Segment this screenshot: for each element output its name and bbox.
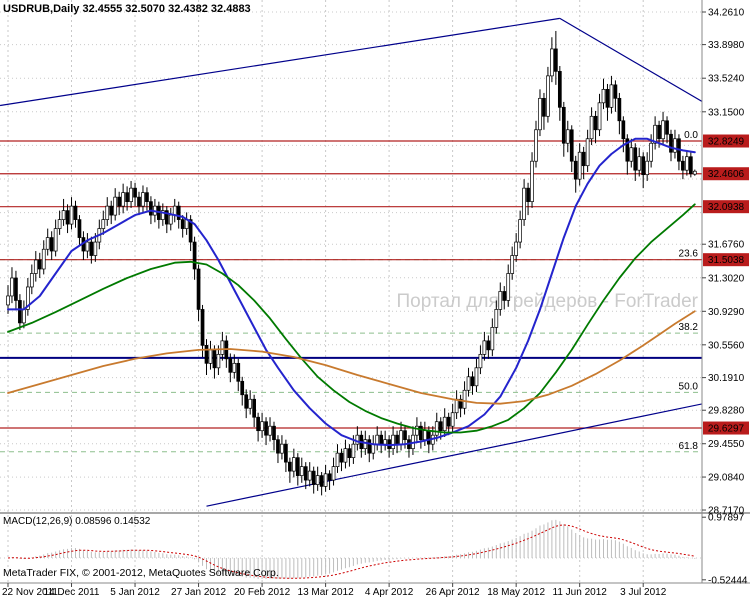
- time-axis-label: 27 Jan 2012: [171, 587, 226, 598]
- candles-layer: [6, 30, 697, 496]
- price-axis-label: 30.1910: [708, 373, 745, 384]
- ma-slow-line[interactable]: [7, 310, 696, 405]
- time-axis-label: 11 Jun 2012: [553, 587, 608, 598]
- time-axis-label: 3 Jul 2012: [620, 587, 667, 598]
- price-line-badge: [703, 134, 749, 148]
- price-line-badge-value: 29.6297: [708, 424, 745, 435]
- price-axis-label: 30.5560: [708, 340, 745, 351]
- time-axis-label: 22 Nov 2011: [2, 587, 58, 598]
- time-axis-label: 4 Apr 2012: [365, 587, 414, 598]
- macd-pane: [0, 519, 702, 580]
- macd-axis-min-label: -0.52444: [708, 575, 748, 586]
- time-axis-label: 26 Apr 2012: [426, 587, 480, 598]
- time-axis-label: 18 May 2012: [487, 587, 545, 598]
- watermark-text: Портал для трейдеров - ForTrader: [396, 291, 698, 312]
- time-axis-label: 13 Mar 2012: [298, 587, 355, 598]
- rising-lower-trendline: [206, 403, 702, 507]
- price-axis-label: 29.4550: [708, 439, 745, 450]
- fib-level-label: 23.6: [679, 249, 699, 260]
- price-axis-label: 31.3020: [708, 273, 745, 284]
- price-line-badge: [703, 167, 749, 181]
- price-axis-label: 33.8980: [708, 40, 745, 51]
- fib-level-label: 38.2: [679, 322, 699, 333]
- fib-level-label: 0.0: [684, 130, 698, 141]
- macd-signal-line: [7, 524, 695, 579]
- price-axis-label: 33.5240: [708, 74, 745, 85]
- fib-level-label: 50.0: [679, 381, 699, 392]
- price-axis-label: 29.0840: [708, 473, 745, 484]
- grid: [0, 0, 702, 582]
- fib-level-label: 61.8: [679, 441, 699, 452]
- symbol-ohlc-label: USDRUB,Daily 32.4555 32.5070 32.4382 32.…: [3, 3, 251, 15]
- ma-fast-line[interactable]: [7, 137, 696, 447]
- time-axis-label: 14 Dec 2011: [44, 587, 100, 598]
- price-axis[interactable]: 34.2610 33.8980 33.5240 33.1500 31.6760 31.30…: [702, 8, 745, 517]
- price-axis-label: 30.9290: [708, 307, 745, 318]
- time-axis-label: 20 Feb 2012: [234, 587, 291, 598]
- macd-histogram: [11, 519, 696, 580]
- descending-trendline: [559, 17, 702, 103]
- price-line-badge: [703, 421, 749, 435]
- price-line-badge: [703, 253, 749, 267]
- price-line-badge-value: 32.4606: [708, 169, 745, 180]
- price-line-badge-value: 32.8249: [708, 137, 745, 148]
- macd-axis[interactable]: 0.97897 -0.52444: [702, 513, 748, 587]
- price-line-badge-value: 32.0938: [708, 202, 745, 213]
- price-axis-label: 28.7170: [708, 506, 745, 517]
- price-axis-label: 33.1500: [708, 107, 745, 118]
- trendlines[interactable]: [0, 17, 750, 507]
- ma-medium-line[interactable]: [7, 203, 696, 434]
- time-axis-label: 5 Jan 2012: [110, 587, 160, 598]
- price-line-badge-value: 31.5038: [708, 255, 745, 266]
- copyright-text: MetaTrader FIX, © 2001-2012, MetaQuotes …: [3, 567, 279, 579]
- price-axis-label: 34.2610: [708, 8, 745, 19]
- price-line-badge: [703, 200, 749, 214]
- price-axis-label: 29.8280: [708, 406, 745, 417]
- macd-axis-max-label: 0.97897: [708, 513, 745, 524]
- macd-indicator-label: MACD(12,26,9) 0.08596 0.14532: [3, 516, 151, 527]
- price-axis-label: 31.6760: [708, 240, 745, 251]
- rising-upper-trendline: [0, 17, 560, 107]
- horizontal-price-lines[interactable]: 32.8249 32.4606 32.0938 31.5038 29.6297: [0, 134, 749, 435]
- pane-separators[interactable]: [0, 0, 750, 584]
